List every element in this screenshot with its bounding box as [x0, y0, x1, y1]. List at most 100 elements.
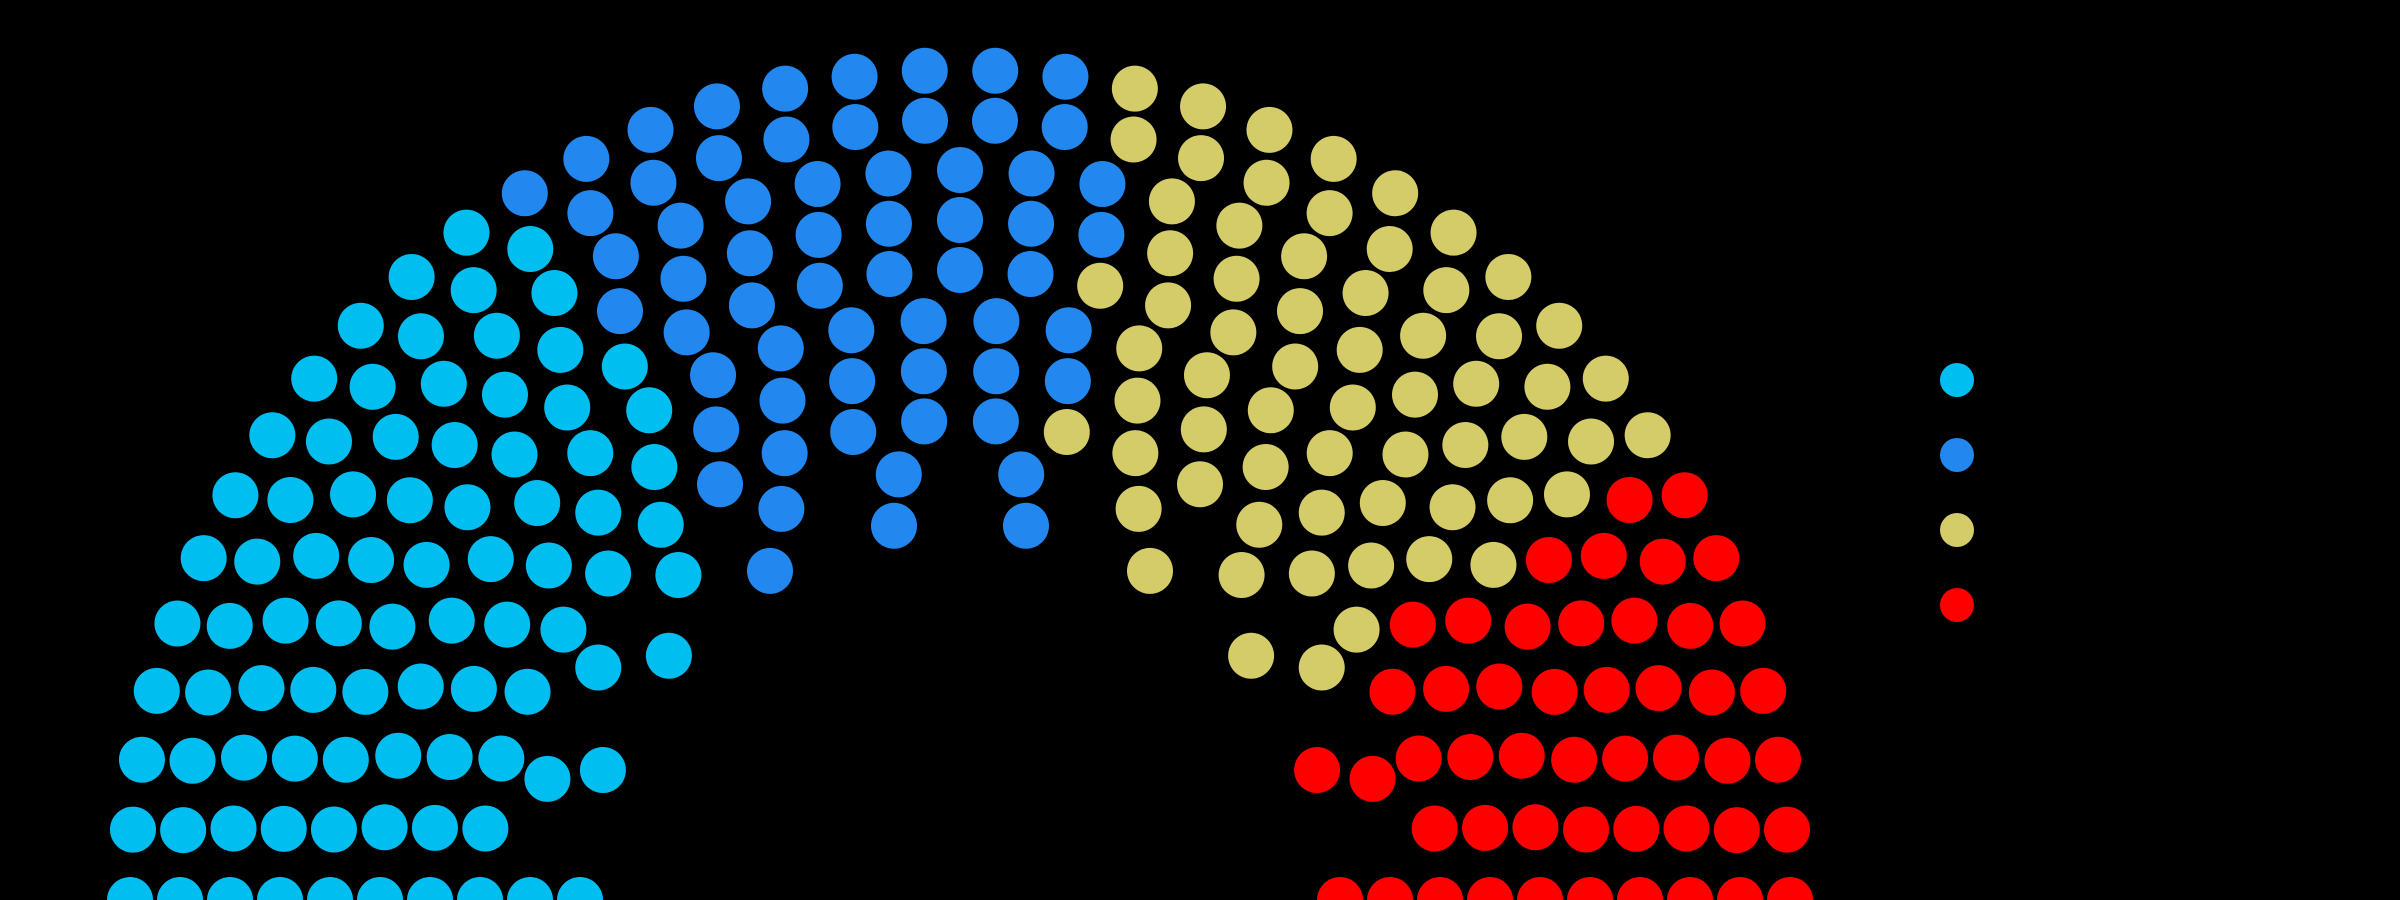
seat-group-2[interactable] [830, 409, 877, 456]
seat-group-4[interactable] [1531, 668, 1578, 715]
seat-group-1[interactable] [655, 552, 702, 599]
seat-group-2[interactable] [829, 358, 876, 405]
seat-group-3[interactable] [1242, 444, 1289, 491]
seat-group-4[interactable] [1688, 669, 1735, 716]
seat-group-1[interactable] [349, 363, 396, 410]
seat-group-3[interactable] [1147, 230, 1194, 277]
seat-group-4[interactable] [1563, 806, 1610, 853]
seat-group-1[interactable] [397, 663, 444, 710]
seat-group-3[interactable] [1329, 384, 1376, 431]
seat-group-1[interactable] [525, 542, 572, 589]
seat-group-4[interactable] [1652, 734, 1699, 781]
seat-group-3[interactable] [1536, 302, 1583, 349]
seat-group-3[interactable] [1366, 226, 1413, 273]
seat-group-1[interactable] [342, 668, 389, 715]
seat-group-4[interactable] [1367, 877, 1413, 900]
seat-group-3[interactable] [1310, 135, 1357, 182]
seat-group-1[interactable] [514, 479, 561, 526]
seat-group-4[interactable] [1517, 877, 1563, 900]
seat-group-2[interactable] [592, 233, 639, 280]
seat-group-1[interactable] [180, 535, 227, 582]
legend-swatch-3[interactable] [1940, 513, 1974, 547]
seat-group-1[interactable] [575, 489, 622, 536]
seat-group-2[interactable] [693, 83, 740, 130]
seat-group-1[interactable] [260, 805, 307, 852]
seat-group-1[interactable] [330, 471, 377, 518]
seat-group-3[interactable] [1148, 178, 1195, 225]
seat-group-4[interactable] [1551, 736, 1598, 783]
seat-group-4[interactable] [1611, 597, 1658, 644]
seat-group-3[interactable] [1476, 313, 1523, 360]
seat-group-3[interactable] [1400, 312, 1447, 359]
seat-group-2[interactable] [747, 547, 793, 594]
seat-group-1[interactable] [626, 387, 673, 434]
seat-group-2[interactable] [1008, 150, 1055, 197]
seat-group-4[interactable] [1693, 535, 1740, 582]
seat-group-2[interactable] [828, 307, 875, 354]
seat-group-4[interactable] [1704, 737, 1751, 784]
seat-group-1[interactable] [467, 536, 514, 583]
seat-group-4[interactable] [1294, 747, 1341, 794]
seat-group-2[interactable] [725, 178, 772, 225]
seat-group-3[interactable] [1281, 233, 1328, 280]
seat-group-2[interactable] [871, 502, 918, 549]
seat-group-2[interactable] [567, 190, 614, 237]
seat-group-1[interactable] [221, 734, 268, 781]
seat-group-1[interactable] [444, 484, 491, 531]
seat-group-1[interactable] [271, 735, 318, 782]
seat-group-1[interactable] [540, 606, 587, 653]
seat-group-3[interactable] [1487, 477, 1534, 524]
seat-group-1[interactable] [544, 384, 591, 431]
seat-group-3[interactable] [1247, 387, 1294, 434]
seat-group-2[interactable] [973, 298, 1020, 345]
seat-group-3[interactable] [1333, 606, 1380, 653]
seat-group-1[interactable] [450, 665, 497, 712]
seat-group-3[interactable] [1429, 484, 1476, 531]
seat-group-1[interactable] [109, 806, 156, 853]
seat-group-1[interactable] [388, 253, 435, 300]
seat-group-3[interactable] [1342, 270, 1389, 317]
seat-group-1[interactable] [524, 755, 571, 802]
seat-group-3[interactable] [1568, 418, 1615, 465]
seat-group-4[interactable] [1667, 602, 1714, 649]
seat-group-1[interactable] [322, 736, 369, 783]
seat-group-2[interactable] [1078, 211, 1125, 258]
seat-group-1[interactable] [531, 270, 578, 317]
seat-group-4[interactable] [1476, 663, 1523, 710]
seat-group-2[interactable] [902, 97, 949, 144]
seat-group-3[interactable] [1213, 255, 1260, 302]
seat-group-1[interactable] [210, 805, 257, 852]
seat-group-3[interactable] [1406, 536, 1453, 583]
seat-group-2[interactable] [937, 197, 983, 243]
seat-group-2[interactable] [1007, 250, 1054, 297]
seat-group-2[interactable] [865, 200, 912, 247]
seat-group-1[interactable] [478, 735, 525, 782]
seat-group-3[interactable] [1127, 547, 1173, 594]
seat-group-4[interactable] [1661, 472, 1708, 519]
seat-group-4[interactable] [1512, 804, 1559, 851]
seat-group-3[interactable] [1423, 267, 1470, 314]
seat-group-4[interactable] [1498, 732, 1545, 779]
seat-group-2[interactable] [501, 170, 548, 217]
seat-group-1[interactable] [420, 360, 467, 407]
seat-group-4[interactable] [1411, 805, 1458, 852]
seat-group-3[interactable] [1359, 479, 1406, 526]
seat-group-1[interactable] [575, 644, 622, 691]
seat-group-2[interactable] [875, 451, 922, 498]
seat-group-3[interactable] [1543, 471, 1590, 518]
seat-group-1[interactable] [481, 371, 528, 418]
seat-group-1[interactable] [579, 747, 626, 794]
seat-group-2[interactable] [1044, 358, 1091, 405]
seat-group-3[interactable] [1272, 343, 1319, 390]
seat-group-4[interactable] [1369, 668, 1416, 715]
seat-group-1[interactable] [375, 732, 422, 779]
seat-group-1[interactable] [403, 541, 450, 588]
seat-group-1[interactable] [348, 537, 395, 583]
seat-group-3[interactable] [1442, 421, 1489, 468]
seat-group-3[interactable] [1216, 202, 1263, 249]
seat-group-2[interactable] [663, 309, 710, 356]
seat-group-4[interactable] [1447, 734, 1494, 781]
seat-group-3[interactable] [1110, 116, 1157, 163]
seat-group-3[interactable] [1372, 170, 1419, 217]
seat-group-4[interactable] [1663, 805, 1710, 852]
